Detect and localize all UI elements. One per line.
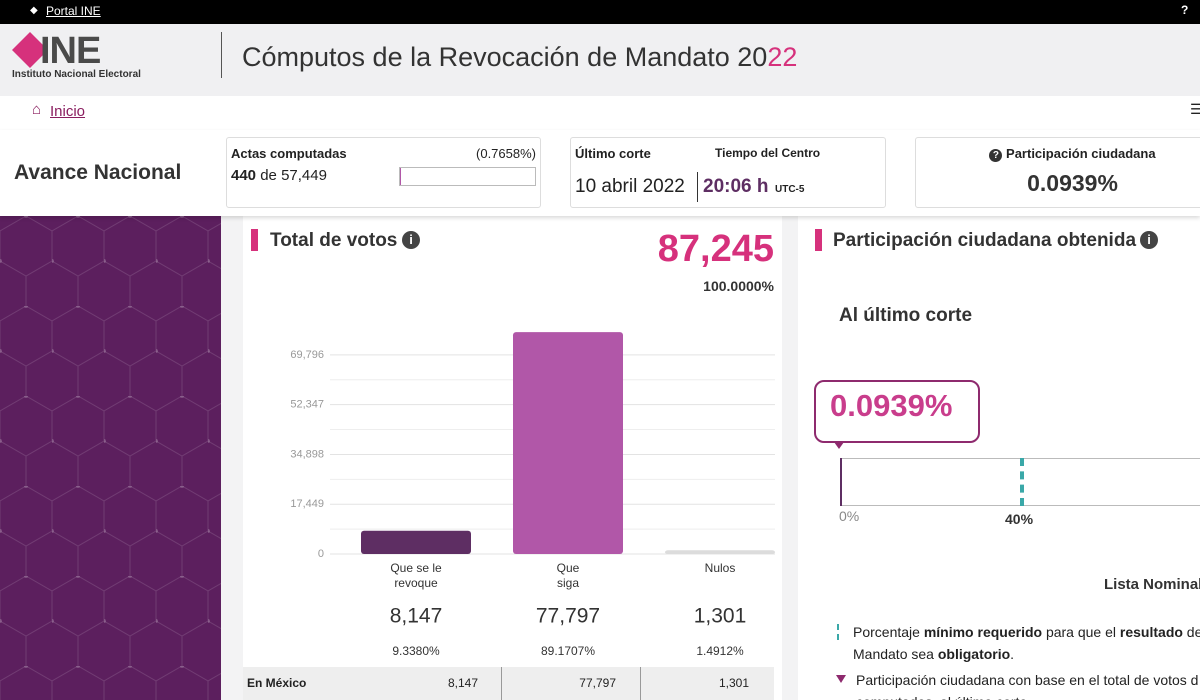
participation-header: ? Participación ciudadana bbox=[916, 146, 1200, 162]
logo-text: INE bbox=[40, 30, 101, 72]
title-main: Cómputos de la Revocación de Mandato 20 bbox=[242, 42, 768, 72]
logo-subtitle: Instituto Nacional Electoral bbox=[12, 69, 141, 80]
actas-of: de bbox=[260, 167, 277, 184]
participation-value: 0.0939% bbox=[1027, 170, 1118, 196]
threshold-line bbox=[1020, 458, 1024, 506]
bubble-pointer bbox=[834, 442, 844, 449]
legend-text: de la bbox=[1186, 624, 1200, 640]
corte-date: 10 abril 2022 bbox=[575, 176, 685, 197]
info-icon[interactable]: i bbox=[1140, 231, 1158, 249]
value-bubble bbox=[814, 380, 980, 443]
corte-card: Último corte Tiempo del Centro 10 abril … bbox=[570, 137, 886, 208]
divider bbox=[697, 172, 698, 202]
panel-title: Participación ciudadana obtenida bbox=[833, 230, 1137, 251]
legend-text: . bbox=[1010, 646, 1015, 662]
legend-text: mínimo requerido bbox=[923, 624, 1043, 640]
participation-label: Participación ciudadana bbox=[1006, 146, 1156, 161]
votes-title: Total de votos bbox=[270, 230, 398, 251]
portal-link[interactable]: Portal INE bbox=[46, 4, 101, 18]
home-link[interactable]: Inicio bbox=[50, 103, 86, 120]
actas-percent: (0.7658%) bbox=[476, 146, 536, 161]
legend-text: computados, al último corte bbox=[856, 691, 1198, 700]
legend-item: Porcentaje mínimo requerido para que el … bbox=[853, 621, 1200, 665]
title-marker bbox=[251, 229, 258, 251]
bubble-value: 0.0939% bbox=[830, 388, 953, 423]
progress-fill bbox=[840, 458, 842, 506]
nav: ⌂ Inicio ☰ bbox=[0, 96, 1200, 130]
top-bar: ◆ Portal INE ? bbox=[0, 0, 1200, 24]
title-accent: 22 bbox=[767, 42, 798, 72]
summary: Avance Nacional Actas computadas (0.7658… bbox=[0, 130, 1200, 216]
home-icon: ⌂ bbox=[32, 101, 42, 118]
logo-diamond bbox=[12, 32, 48, 68]
divider bbox=[221, 32, 222, 78]
votes-total-pct: 100.0000% bbox=[703, 278, 774, 294]
legend-marker bbox=[836, 675, 846, 683]
table-cell: 8,147 bbox=[447, 676, 478, 690]
legend-text: obligatorio bbox=[937, 646, 1011, 662]
help-icon[interactable]: ? bbox=[989, 149, 1003, 162]
scale-min: 0% bbox=[839, 508, 860, 524]
participation-panel: Participación ciudadana obtenida i Al úl… bbox=[798, 216, 1200, 700]
participation-card: ? Participación ciudadana 0.0939% bbox=[915, 137, 1200, 208]
legend-text: para que el bbox=[1042, 624, 1120, 640]
db-icon[interactable]: ☰ bbox=[1190, 101, 1200, 117]
legend-marker bbox=[837, 624, 839, 640]
votes-total: 87,245 bbox=[657, 228, 774, 270]
legend-text: Mandato sea bbox=[853, 646, 938, 662]
side-pattern bbox=[0, 216, 221, 700]
page-title: Cómputos de la Revocación de Mandato 202… bbox=[242, 42, 797, 73]
lista-label: Lista Nominal bbox=[1104, 576, 1200, 593]
help-icon[interactable]: ? bbox=[1181, 3, 1189, 17]
threshold-label: 40% bbox=[1005, 511, 1034, 527]
tz-label: Tiempo del Centro bbox=[715, 146, 821, 160]
legend-text: Porcentaje bbox=[853, 624, 924, 640]
actas-card: Actas computadas (0.7658%) 440 de 57,449 bbox=[226, 137, 541, 208]
actas-label: Actas computadas bbox=[231, 146, 347, 161]
info-icon[interactable]: i bbox=[402, 231, 420, 249]
table-row: En México 8,147 77,797 1,301 bbox=[243, 667, 774, 700]
actas-progress bbox=[399, 167, 536, 186]
table-cell: 1,301 bbox=[718, 676, 749, 690]
table-cell: En México bbox=[247, 676, 307, 690]
title-marker bbox=[815, 229, 822, 251]
corte-label: Último corte bbox=[575, 146, 651, 161]
header: INE Instituto Nacional Electoral Cómputo… bbox=[0, 24, 1200, 96]
corte-time: 20:06 h bbox=[703, 176, 769, 197]
table-cell: 77,797 bbox=[579, 676, 616, 690]
corte-tz: UTC-5 bbox=[775, 184, 805, 195]
actas-count: 440 bbox=[231, 167, 257, 184]
legend-text: Participación ciudadana con base en el t… bbox=[856, 672, 1199, 688]
actas-total: 57,449 bbox=[281, 167, 327, 184]
legend-text: resultado bbox=[1119, 624, 1183, 640]
votes-card: Total de votos i 87,245 100.0000% En Méx… bbox=[243, 216, 782, 700]
diamond-icon: ◆ bbox=[30, 5, 38, 16]
summary-heading: Avance Nacional bbox=[14, 161, 182, 184]
legend-item: Participación ciudadana con base en el t… bbox=[856, 669, 1198, 700]
panel-subtitle: Al último corte bbox=[839, 305, 973, 326]
